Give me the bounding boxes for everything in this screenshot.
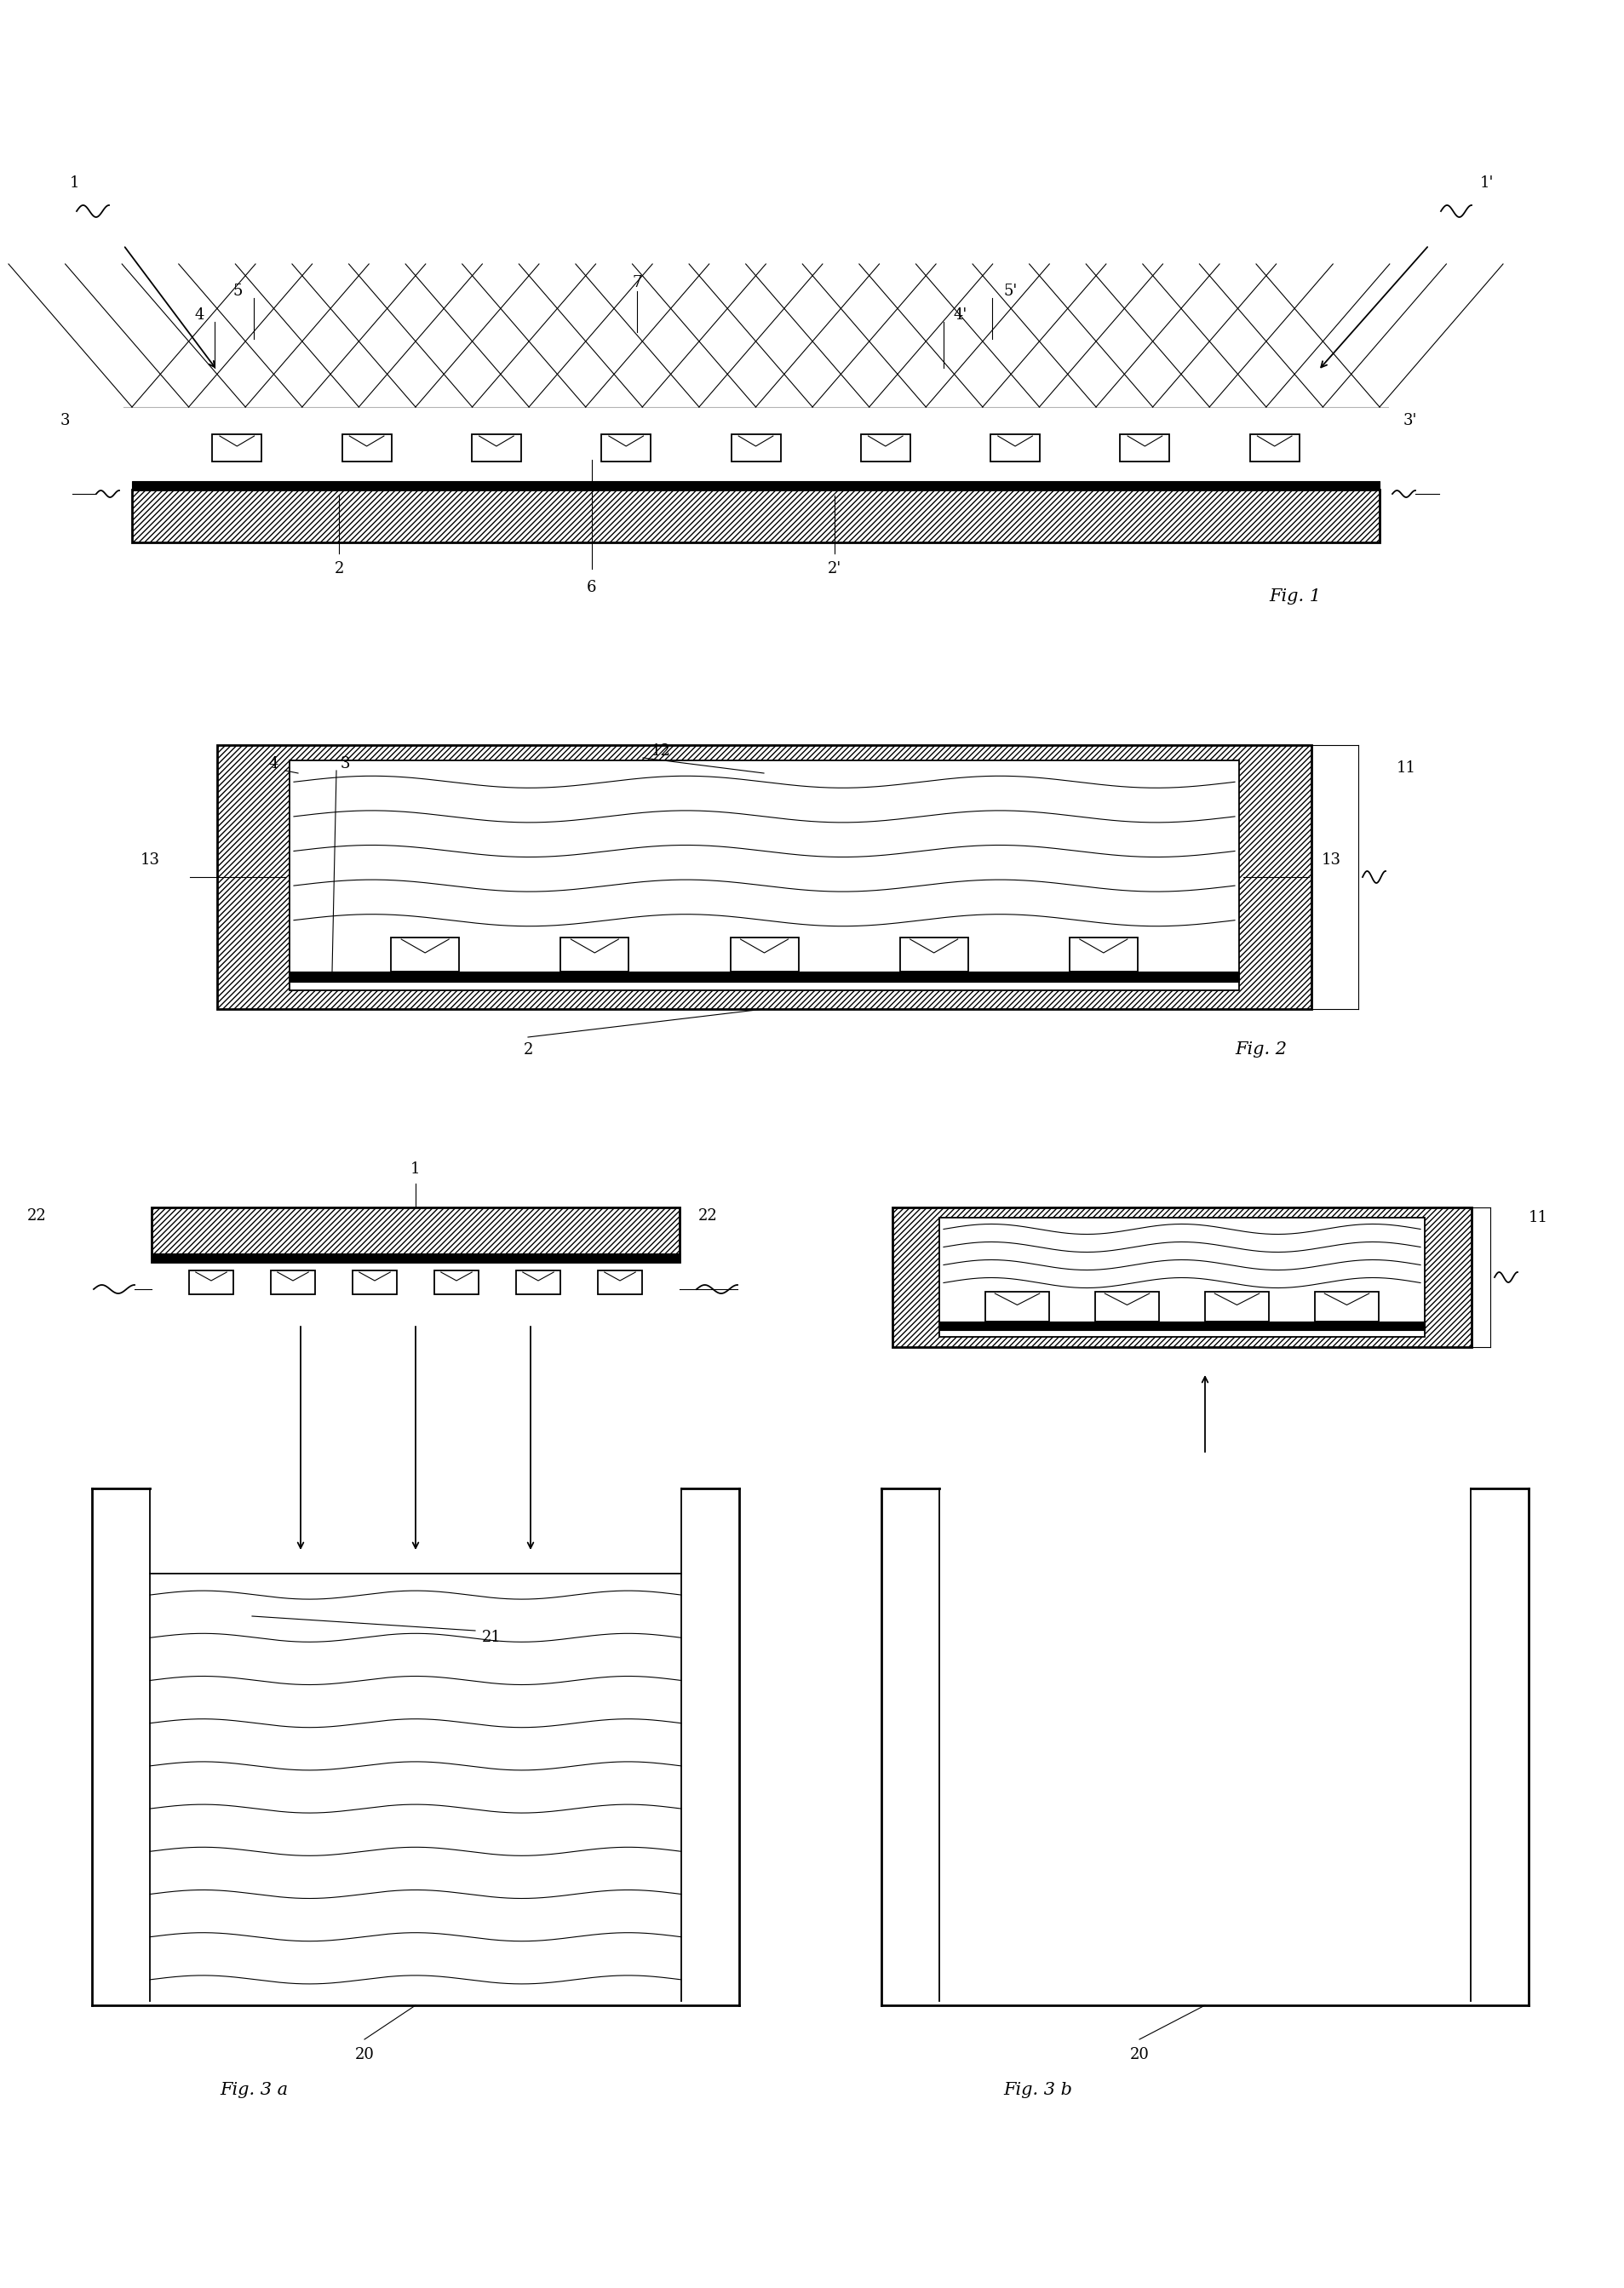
Bar xyxy=(188,1270,234,1295)
Bar xyxy=(893,1208,1471,1348)
Text: 13: 13 xyxy=(1322,853,1341,867)
Bar xyxy=(991,435,1039,462)
Bar xyxy=(132,490,1380,542)
Bar xyxy=(1315,1293,1379,1322)
Bar xyxy=(900,938,968,972)
Text: Fig. 3 b: Fig. 3 b xyxy=(1004,2082,1072,2098)
Bar xyxy=(151,1208,679,1263)
Bar xyxy=(289,760,1239,991)
Text: 20: 20 xyxy=(1130,2048,1150,2061)
Text: 11: 11 xyxy=(1397,760,1416,776)
Bar xyxy=(218,746,1312,1009)
Bar xyxy=(1250,435,1299,462)
Text: 21: 21 xyxy=(482,1629,502,1645)
Bar xyxy=(151,1208,679,1263)
Text: 4: 4 xyxy=(270,755,278,771)
Bar xyxy=(352,1270,396,1295)
Text: 3': 3' xyxy=(1403,412,1418,428)
Text: Fig. 2: Fig. 2 xyxy=(1234,1041,1286,1057)
Text: Fig. 1: Fig. 1 xyxy=(1268,588,1320,604)
Bar xyxy=(289,972,1239,982)
Text: 2': 2' xyxy=(828,561,841,577)
Bar xyxy=(1070,938,1137,972)
Bar xyxy=(132,490,1380,542)
Text: 3: 3 xyxy=(60,412,70,428)
Bar xyxy=(731,435,781,462)
Text: 4: 4 xyxy=(195,307,205,323)
Text: 1': 1' xyxy=(1479,176,1494,190)
Text: 3: 3 xyxy=(341,755,351,771)
Bar xyxy=(893,1208,1471,1348)
Bar xyxy=(986,1293,1049,1322)
Text: 12: 12 xyxy=(651,744,671,760)
Text: 22: 22 xyxy=(28,1208,47,1224)
Text: 7: 7 xyxy=(632,275,641,291)
Bar xyxy=(271,1270,315,1295)
Text: 5': 5' xyxy=(1004,284,1017,300)
Text: 4': 4' xyxy=(953,307,968,323)
Text: 5: 5 xyxy=(232,284,242,300)
Bar xyxy=(471,435,521,462)
Bar xyxy=(391,938,460,972)
Bar xyxy=(213,435,261,462)
Text: Fig. 3 a: Fig. 3 a xyxy=(219,2082,287,2098)
Text: 6: 6 xyxy=(586,579,596,595)
Text: 20: 20 xyxy=(354,2048,374,2061)
Bar xyxy=(1121,435,1169,462)
Bar xyxy=(516,1270,560,1295)
Bar xyxy=(939,1217,1424,1336)
Text: 11: 11 xyxy=(1528,1210,1548,1226)
Bar xyxy=(151,1254,679,1263)
Text: 1: 1 xyxy=(411,1162,421,1176)
Bar xyxy=(560,938,628,972)
Text: 22: 22 xyxy=(698,1208,718,1224)
Text: 2: 2 xyxy=(335,561,344,577)
Bar xyxy=(1205,1293,1268,1322)
Bar xyxy=(218,746,1312,1009)
Bar xyxy=(132,480,1380,490)
Bar xyxy=(598,1270,641,1295)
Bar xyxy=(601,435,651,462)
Bar xyxy=(1095,1293,1160,1322)
Bar xyxy=(434,1270,479,1295)
Text: 13: 13 xyxy=(141,853,161,867)
Text: 2: 2 xyxy=(523,1043,533,1057)
Bar xyxy=(861,435,909,462)
Bar xyxy=(939,1322,1424,1329)
Bar xyxy=(343,435,391,462)
Bar xyxy=(731,938,799,972)
Text: 1: 1 xyxy=(70,176,80,190)
